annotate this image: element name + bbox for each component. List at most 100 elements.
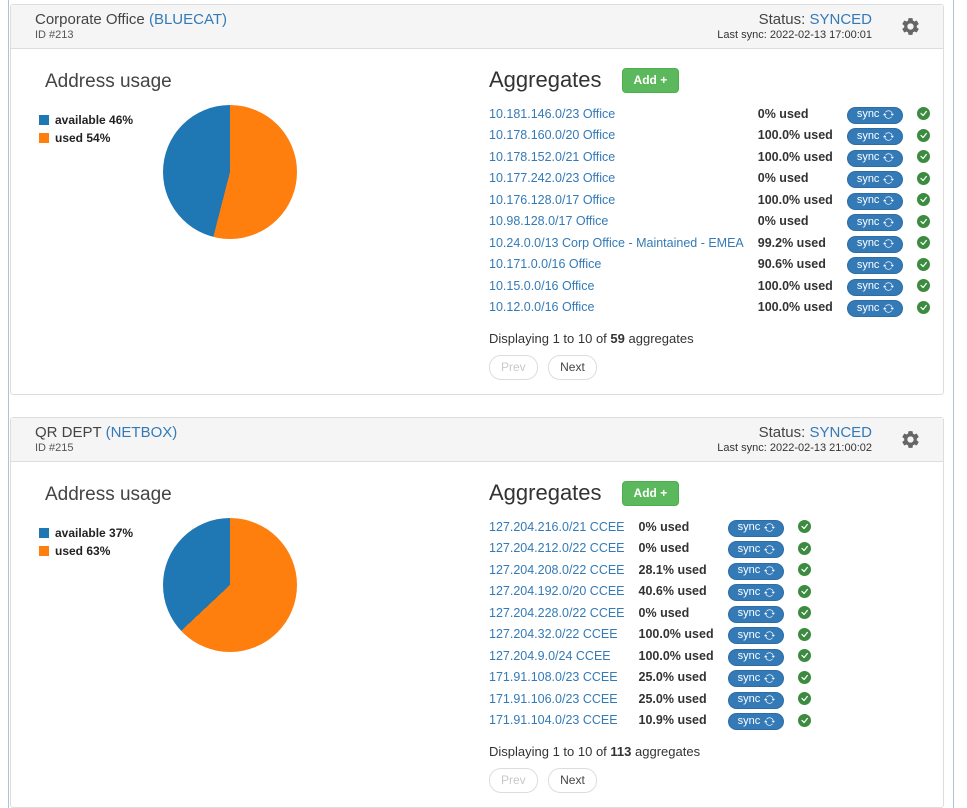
aggregate-used-percent: 100.0% used xyxy=(757,300,833,315)
sync-button-label: sync xyxy=(737,542,761,555)
source-panel-qr-dept: QR DEPT (NETBOX) ID #215 Status: SYNCED … xyxy=(10,417,944,808)
aggregate-used-percent: 25.0% used xyxy=(638,691,707,706)
sync-button[interactable]: sync xyxy=(727,584,785,601)
refresh-icon xyxy=(883,217,895,227)
aggregate-row: 127.204.216.0/21 CCEE 0% used sync xyxy=(489,516,825,538)
aggregates-table: 10.181.146.0/23 Office 0% used sync 10.1… xyxy=(489,103,944,318)
refresh-icon xyxy=(764,544,776,554)
aggregate-used-percent: 10.9% used xyxy=(638,713,707,728)
sync-button[interactable]: sync xyxy=(727,605,785,623)
sync-button[interactable]: sync xyxy=(727,713,785,730)
aggregate-link[interactable]: 10.176.128.0/17 Office xyxy=(489,192,616,207)
aggregate-link[interactable]: 127.204.32.0/22 CCEE xyxy=(489,627,618,642)
legend-label: used 54% xyxy=(55,131,111,145)
settings-gear-icon[interactable] xyxy=(900,16,921,37)
sync-button[interactable]: sync xyxy=(846,214,904,231)
aggregate-link[interactable]: 10.171.0.0/16 Office xyxy=(489,257,602,272)
settings-gear-icon[interactable] xyxy=(900,429,921,450)
refresh-icon xyxy=(764,566,776,575)
sync-button[interactable]: sync xyxy=(846,106,904,124)
refresh-icon xyxy=(764,587,776,597)
status-label: Status: xyxy=(758,424,806,441)
aggregate-link[interactable]: 171.91.108.0/23 CCEE xyxy=(489,670,618,685)
aggregate-link[interactable]: 127.204.228.0/22 CCEE xyxy=(489,605,625,620)
sync-button[interactable]: sync xyxy=(727,648,785,666)
sync-button[interactable]: sync xyxy=(846,278,904,296)
sync-button-label: sync xyxy=(856,172,880,185)
aggregate-link[interactable]: 127.204.212.0/22 CCEE xyxy=(489,541,625,556)
sync-button[interactable]: sync xyxy=(727,519,785,537)
pagination-suffix: aggregates xyxy=(635,744,701,759)
aggregate-link[interactable]: 10.98.128.0/17 Office xyxy=(489,214,609,229)
aggregate-link[interactable]: 171.91.106.0/23 CCEE xyxy=(489,691,618,706)
aggregate-row: 127.204.208.0/22 CCEE 28.1% used sync xyxy=(489,559,825,581)
aggregate-row: 10.15.0.0/16 Office 100.0% used sync xyxy=(489,275,944,297)
refresh-icon xyxy=(764,716,776,726)
synced-check-icon xyxy=(917,107,931,121)
synced-check-icon xyxy=(917,150,931,164)
pagination-summary: Displaying 1 to 10 of 59 aggregates xyxy=(489,331,944,346)
aggregate-link[interactable]: 10.12.0.0/16 Office xyxy=(489,300,595,315)
add-aggregate-button[interactable]: Add + xyxy=(621,67,680,93)
aggregate-used-percent: 28.1% used xyxy=(638,562,707,577)
aggregate-row: 127.204.32.0/22 CCEE 100.0% used sync xyxy=(489,624,825,646)
prev-page-button[interactable]: Prev xyxy=(489,355,538,380)
sync-button[interactable]: sync xyxy=(846,300,904,317)
status-line: Status: SYNCED xyxy=(717,423,872,442)
sync-button[interactable]: sync xyxy=(727,562,785,580)
sync-button-label: sync xyxy=(737,693,761,705)
panel-title-text: Corporate Office xyxy=(35,11,145,28)
aggregate-link[interactable]: 10.181.146.0/23 Office xyxy=(489,106,616,121)
aggregate-row: 10.98.128.0/17 Office 0% used sync xyxy=(489,211,944,233)
aggregate-row: 10.178.160.0/20 Office 100.0% used sync xyxy=(489,125,944,147)
aggregate-link[interactable]: 10.15.0.0/16 Office xyxy=(489,278,595,293)
panel-id: ID #213 xyxy=(35,29,74,41)
aggregate-used-percent: 0% used xyxy=(757,106,809,121)
sync-button[interactable]: sync xyxy=(727,670,785,687)
sync-button-label: sync xyxy=(856,280,880,292)
panel-title: Corporate Office (BLUECAT) xyxy=(35,10,717,29)
sync-button[interactable]: sync xyxy=(846,192,904,210)
synced-check-icon xyxy=(798,520,812,534)
synced-check-icon xyxy=(917,300,931,314)
aggregate-row: 10.12.0.0/16 Office 100.0% used sync xyxy=(489,297,944,319)
pagination-controls: Prev Next xyxy=(489,355,944,380)
next-page-button[interactable]: Next xyxy=(548,355,597,380)
prev-page-button[interactable]: Prev xyxy=(489,768,538,793)
refresh-icon xyxy=(883,196,895,205)
aggregate-used-percent: 100.0% used xyxy=(757,278,833,293)
legend-label: used 63% xyxy=(55,544,111,558)
aggregates-title: Aggregates xyxy=(489,480,602,505)
panel-title-text: QR DEPT xyxy=(35,424,102,441)
last-sync-timestamp: Last sync: 2022-02-13 21:00:02 xyxy=(717,442,872,454)
sync-button[interactable]: sync xyxy=(846,128,904,145)
aggregate-link[interactable]: 10.178.152.0/21 Office xyxy=(489,149,616,164)
sync-button[interactable]: sync xyxy=(727,627,785,644)
aggregate-link[interactable]: 127.204.9.0/24 CCEE xyxy=(489,648,611,663)
sync-button[interactable]: sync xyxy=(846,171,904,188)
sync-button[interactable]: sync xyxy=(846,257,904,274)
refresh-icon xyxy=(883,110,895,119)
legend-item-available: available 46% xyxy=(39,113,149,127)
aggregate-link[interactable]: 10.178.160.0/20 Office xyxy=(489,128,616,143)
sync-button[interactable]: sync xyxy=(727,691,785,709)
sync-button[interactable]: sync xyxy=(846,149,904,167)
legend-item-used: used 63% xyxy=(39,544,149,558)
aggregate-link[interactable]: 127.204.192.0/20 CCEE xyxy=(489,584,625,599)
sync-button-label: sync xyxy=(737,521,761,533)
sync-button[interactable]: sync xyxy=(727,541,785,558)
synced-check-icon xyxy=(798,670,812,684)
aggregate-row: 127.204.228.0/22 CCEE 0% used sync xyxy=(489,602,825,624)
add-aggregate-button[interactable]: Add + xyxy=(621,480,680,506)
aggregate-link[interactable]: 10.24.0.0/13 Corp Office - Maintained - … xyxy=(489,235,744,250)
aggregate-row: 127.204.9.0/24 CCEE 100.0% used sync xyxy=(489,645,825,667)
aggregate-link[interactable]: 171.91.104.0/23 CCEE xyxy=(489,713,618,728)
aggregate-link[interactable]: 127.204.208.0/22 CCEE xyxy=(489,562,625,577)
aggregates-table: 127.204.216.0/21 CCEE 0% used sync 127.2… xyxy=(489,516,825,731)
sync-button-label: sync xyxy=(737,671,761,684)
sync-button[interactable]: sync xyxy=(846,235,904,253)
aggregate-link[interactable]: 10.177.242.0/23 Office xyxy=(489,171,616,186)
next-page-button[interactable]: Next xyxy=(548,768,597,793)
sync-button-label: sync xyxy=(856,258,880,271)
aggregate-link[interactable]: 127.204.216.0/21 CCEE xyxy=(489,519,625,534)
